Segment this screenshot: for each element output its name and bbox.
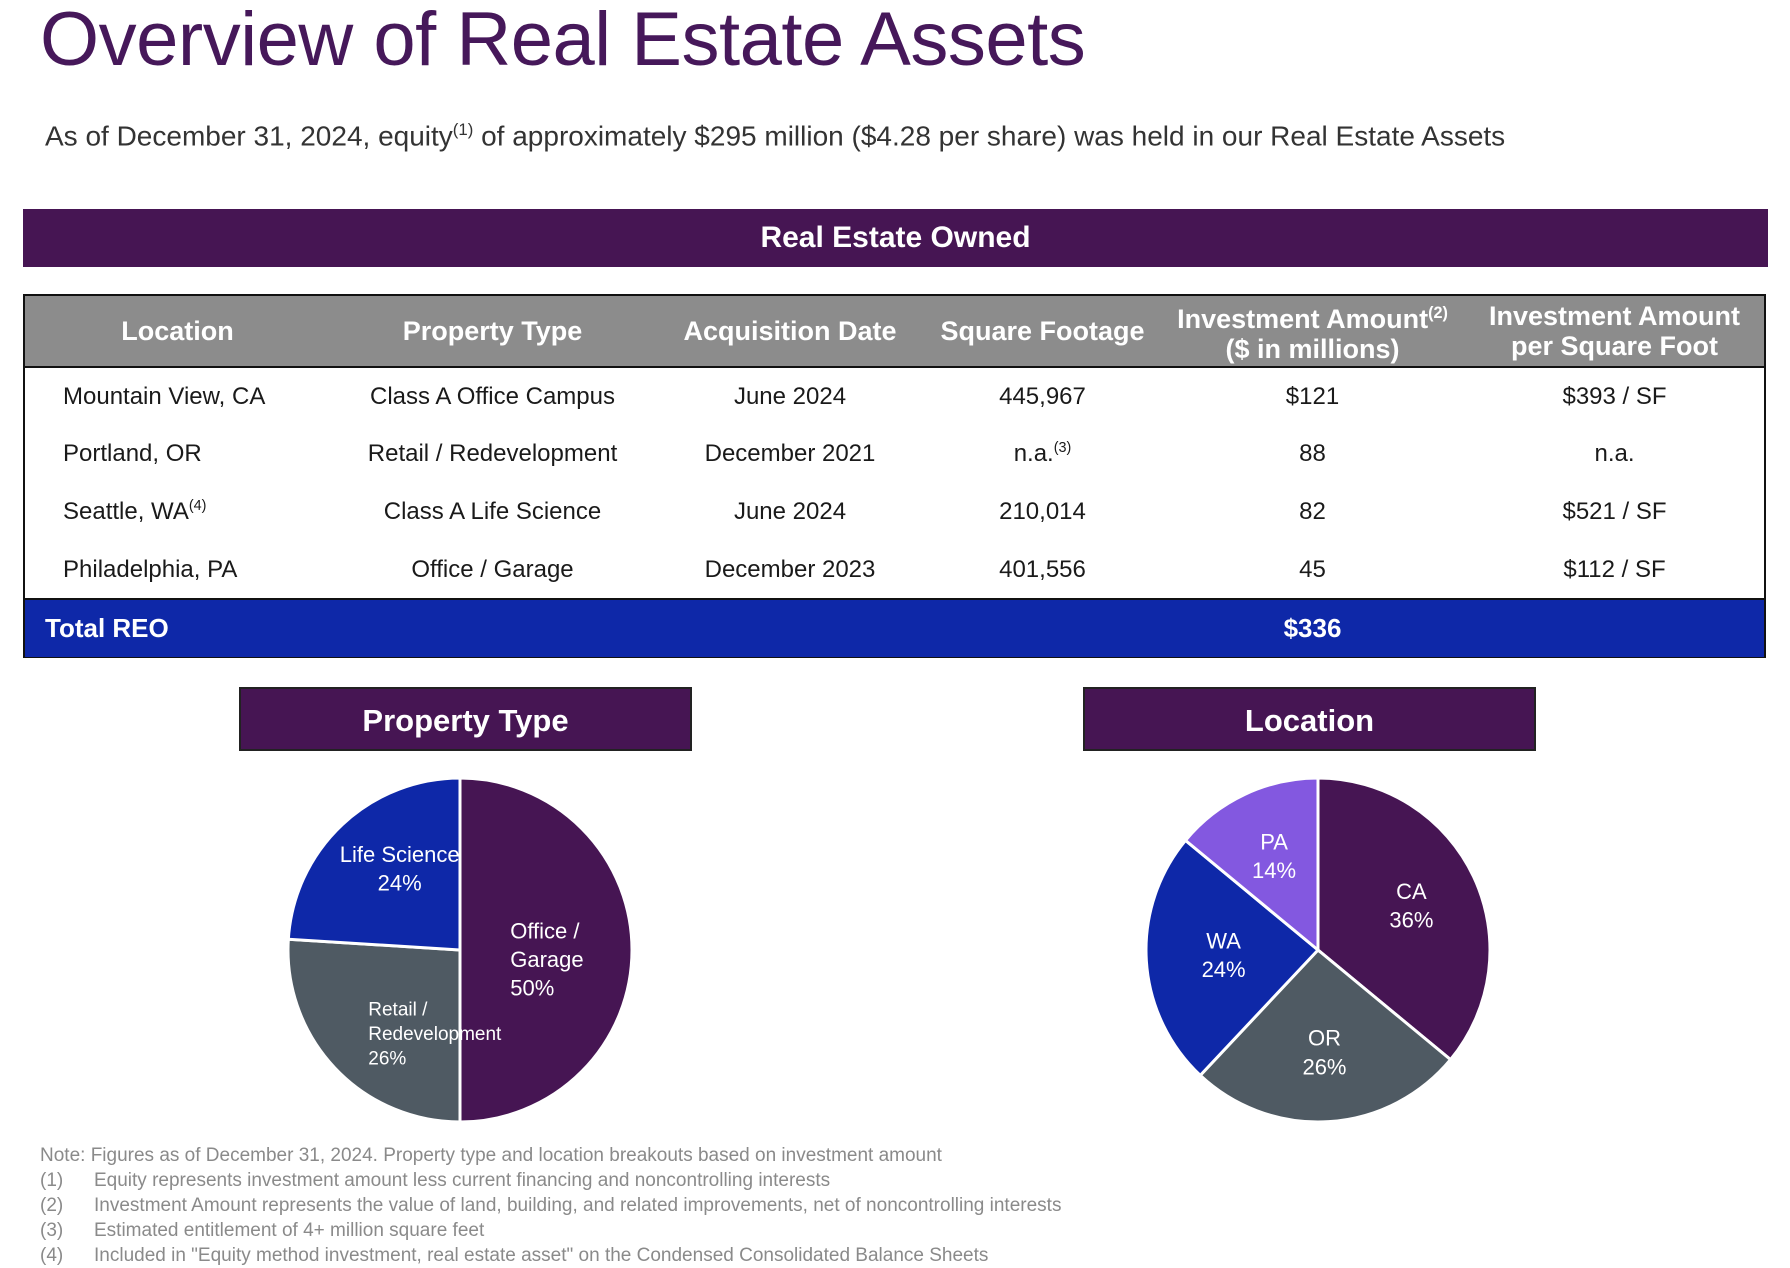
footnote-item: (1) Equity represents investment amount l… (40, 1170, 831, 1191)
cell-square-footage: 401,556 (999, 555, 1086, 583)
cell-investment-amount: 82 (1299, 498, 1326, 525)
cell-location: Philadelphia, PA (63, 555, 238, 583)
table-header-row: Location Property Type Acquisition Date … (25, 296, 1764, 368)
table-row: Portland, OR Retail / Redevelopment Dece… (25, 425, 1764, 483)
total-label: Total REO (25, 598, 330, 657)
property-type-pie-chart: Office / Garage 50%Retail / Redevelopment 26… (286, 776, 634, 1124)
pie-slice (1144, 838, 1321, 1078)
page-subtitle: As of December 31, 2024, equity(1) of ap… (45, 120, 1506, 152)
header-investment-amount: Investment Amount(2) ($ in millions) (1160, 296, 1465, 368)
pie-slice (286, 776, 462, 952)
header-square-footage: Square Footage (925, 296, 1160, 368)
cell-investment-per-sf: $393 / SF (1562, 382, 1667, 410)
header-investment-per-sf: Investment Amount per Square Foot (1465, 296, 1764, 368)
pie-slice-label: Life Science 24% (340, 842, 460, 896)
cell-investment-per-sf: $521 / SF (1562, 498, 1667, 525)
cell-square-footage: 210,014 (999, 498, 1086, 525)
total-value: $336 (1160, 598, 1465, 657)
table-row: Mountain View, CA Class A Office Campus … (25, 367, 1764, 425)
reo-table: Location Property Type Acquisition Date … (23, 294, 1766, 658)
property-type-chart-title: Property Type (239, 687, 692, 751)
pie-slice-label: Retail / Redevelopment 26% (368, 999, 502, 1069)
cell-location: Portland, OR (63, 440, 202, 467)
footnote-item: (3) Estimated entitlement of 4+ million s… (40, 1220, 485, 1241)
total-row: Total REO $336 (25, 598, 1764, 657)
cell-investment-per-sf: n.a. (1594, 440, 1635, 467)
header-location: Location (25, 296, 330, 368)
pie-slice-label: PA 14% (1252, 829, 1296, 883)
cell-acquisition-date: June 2024 (733, 498, 847, 525)
location-chart-title: Location (1083, 687, 1536, 751)
pie-slice-label: CA 36% (1389, 879, 1433, 933)
pie-slice (458, 776, 634, 1124)
footnote-item: (2) Investment Amount represents the valu… (40, 1195, 1062, 1216)
cell-square-footage: 445,967 (999, 382, 1086, 410)
cell-investment-amount: 45 (1299, 555, 1326, 583)
footnote-ref-1: (1) (452, 120, 474, 139)
header-acquisition-date: Acquisition Date (655, 296, 925, 368)
cell-square-footage: n.a.(3) (1013, 440, 1072, 467)
cell-investment-amount: 88 (1299, 440, 1326, 467)
footnote-item: (4) Included in "Equity method investment… (40, 1245, 989, 1266)
table-row: Seattle, WA(4) Class A Life Science June… (25, 483, 1764, 541)
pie-slice (1198, 947, 1453, 1124)
cell-investment-amount: $121 (1285, 382, 1340, 410)
pie-slice-label: Office / Garage 50% (510, 918, 583, 1000)
footnote-intro: Note: Figures as of December 31, 2024. P… (40, 1145, 942, 1166)
cell-acquisition-date: December 2021 (704, 440, 876, 467)
section-title-real-estate-owned: Real Estate Owned (23, 209, 1768, 267)
pie-slice (1183, 776, 1320, 954)
pie-slice (286, 937, 462, 1124)
cell-property-type: Office / Garage (411, 555, 574, 583)
header-property-type: Property Type (330, 296, 655, 368)
location-pie-chart: CA 36% OR 26% WA 24% PA 14% (1144, 776, 1492, 1124)
cell-location: Seattle, WA(4) (63, 498, 207, 525)
cell-property-type: Class A Life Science (383, 498, 602, 525)
cell-property-type: Retail / Redevelopment (367, 440, 618, 467)
pie-slice (1316, 776, 1492, 1062)
footnotes: Note: Figures as of December 31, 2024. P… (40, 1143, 1061, 1268)
cell-investment-per-sf: $112 / SF (1563, 555, 1666, 583)
page-title: Overview of Real Estate Assets (40, 0, 1086, 82)
pie-slice-label: WA 24% (1202, 929, 1246, 983)
cell-property-type: Class A Office Campus (370, 382, 615, 410)
cell-location: Mountain View, CA (63, 382, 266, 410)
cell-acquisition-date: December 2023 (704, 555, 876, 583)
pie-slice-label: OR 26% (1302, 1026, 1346, 1080)
table-row: Philadelphia, PA Office / Garage Decembe… (25, 541, 1764, 599)
cell-acquisition-date: June 2024 (733, 382, 847, 410)
